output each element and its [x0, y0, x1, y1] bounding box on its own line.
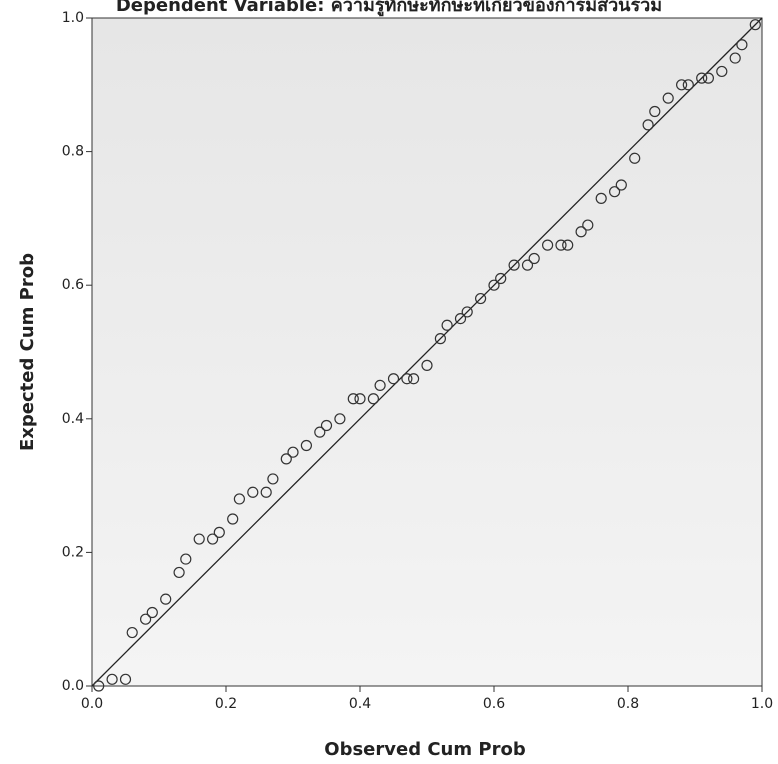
y-axis-title: Expected Cum Prob: [17, 253, 38, 451]
point: [287, 446, 299, 458]
point: [749, 19, 761, 31]
point: [702, 72, 715, 84]
point: [126, 626, 138, 639]
point: [267, 473, 279, 485]
y-tick-label: 0.4: [62, 411, 84, 427]
point: [320, 419, 333, 432]
point: [642, 119, 654, 131]
point: [401, 373, 413, 385]
point: [367, 393, 379, 405]
point: [461, 306, 473, 318]
x-tick-label: 1.0: [751, 696, 773, 712]
point: [488, 279, 500, 291]
point: [662, 92, 674, 104]
point: [247, 486, 259, 498]
point: [213, 526, 225, 538]
point: [434, 333, 446, 345]
y-tick-label: 0.8: [62, 144, 84, 160]
point: [528, 252, 540, 265]
x-tick-label: 0.4: [349, 696, 371, 712]
point: [347, 393, 359, 405]
point: [716, 65, 728, 78]
point: [280, 453, 292, 465]
point: [300, 439, 312, 452]
point: [408, 373, 420, 385]
point: [260, 486, 272, 498]
point: [608, 186, 621, 198]
point: [615, 179, 627, 191]
y-tick-label: 0.2: [62, 544, 84, 560]
point: [541, 239, 554, 251]
point: [495, 272, 507, 285]
point: [180, 553, 192, 565]
point: [421, 359, 433, 371]
point: [454, 313, 467, 325]
x-tick-label: 0.6: [483, 696, 505, 712]
point: [173, 566, 185, 579]
point: [334, 413, 346, 425]
point: [649, 105, 661, 118]
point: [387, 373, 400, 385]
point: [374, 379, 386, 391]
point: [146, 606, 158, 619]
point: [140, 613, 152, 625]
point: [682, 79, 694, 91]
point: [696, 72, 708, 84]
point: [582, 219, 594, 231]
point: [575, 226, 587, 238]
point: [595, 192, 607, 204]
point: [508, 259, 520, 271]
point: [119, 673, 132, 685]
point: [521, 259, 534, 271]
point: [160, 593, 172, 605]
point: [207, 533, 219, 545]
point: [729, 52, 741, 64]
point: [106, 673, 118, 685]
y-tick-label: 1.0: [62, 10, 84, 26]
point: [562, 239, 574, 251]
point: [475, 292, 487, 305]
point: [629, 152, 641, 164]
x-tick-label: 0.0: [81, 696, 103, 712]
point: [193, 533, 205, 545]
chart-title: Dependent Variable: ความรู้ทักษะทักษะที่…: [116, 0, 662, 17]
x-tick-label: 0.8: [617, 696, 639, 712]
point: [555, 239, 567, 251]
point: [354, 393, 366, 405]
x-axis-title: Observed Cum Prob: [324, 739, 526, 760]
point: [233, 493, 245, 505]
point: [441, 319, 453, 331]
point: [314, 426, 326, 438]
point: [675, 79, 688, 91]
point: [227, 513, 239, 525]
point: [736, 39, 748, 51]
y-tick-label: 0.6: [62, 277, 84, 293]
x-tick-label: 0.2: [215, 696, 237, 712]
point: [93, 680, 105, 692]
y-tick-label: 0.0: [62, 678, 84, 694]
